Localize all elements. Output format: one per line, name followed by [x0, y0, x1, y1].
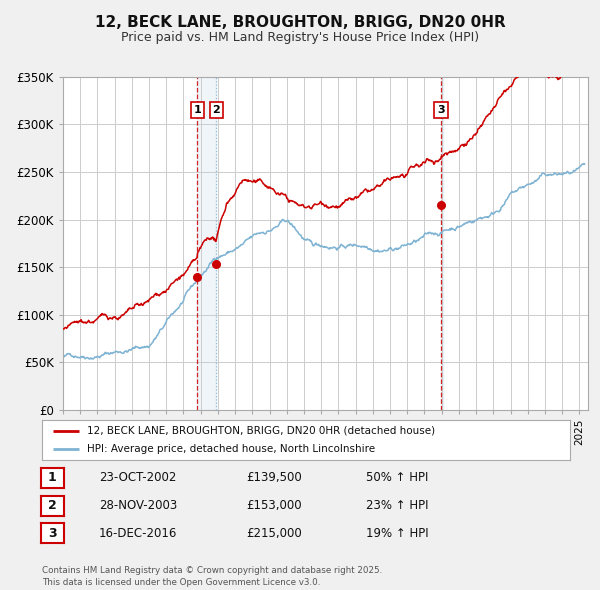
Text: 2: 2 — [212, 105, 220, 115]
Text: 2: 2 — [48, 499, 56, 512]
Bar — [441, 77, 443, 410]
Text: 23% ↑ HPI: 23% ↑ HPI — [366, 499, 428, 512]
Text: 16-DEC-2016: 16-DEC-2016 — [99, 527, 178, 540]
Text: 1: 1 — [194, 105, 202, 115]
Text: 3: 3 — [437, 105, 445, 115]
Text: 12, BECK LANE, BROUGHTON, BRIGG, DN20 0HR (detached house): 12, BECK LANE, BROUGHTON, BRIGG, DN20 0H… — [87, 426, 435, 436]
Bar — [197, 77, 217, 410]
Text: 23-OCT-2002: 23-OCT-2002 — [99, 471, 176, 484]
Text: £139,500: £139,500 — [246, 471, 302, 484]
Text: HPI: Average price, detached house, North Lincolnshire: HPI: Average price, detached house, Nort… — [87, 444, 375, 454]
Text: 1: 1 — [48, 471, 56, 484]
Text: 19% ↑ HPI: 19% ↑ HPI — [366, 527, 428, 540]
Text: 12, BECK LANE, BROUGHTON, BRIGG, DN20 0HR: 12, BECK LANE, BROUGHTON, BRIGG, DN20 0H… — [95, 15, 505, 30]
Text: 50% ↑ HPI: 50% ↑ HPI — [366, 471, 428, 484]
Text: Price paid vs. HM Land Registry's House Price Index (HPI): Price paid vs. HM Land Registry's House … — [121, 31, 479, 44]
Text: 3: 3 — [48, 527, 56, 540]
Text: £215,000: £215,000 — [246, 527, 302, 540]
Text: Contains HM Land Registry data © Crown copyright and database right 2025.
This d: Contains HM Land Registry data © Crown c… — [42, 566, 382, 587]
Text: £153,000: £153,000 — [246, 499, 302, 512]
Text: 28-NOV-2003: 28-NOV-2003 — [99, 499, 177, 512]
